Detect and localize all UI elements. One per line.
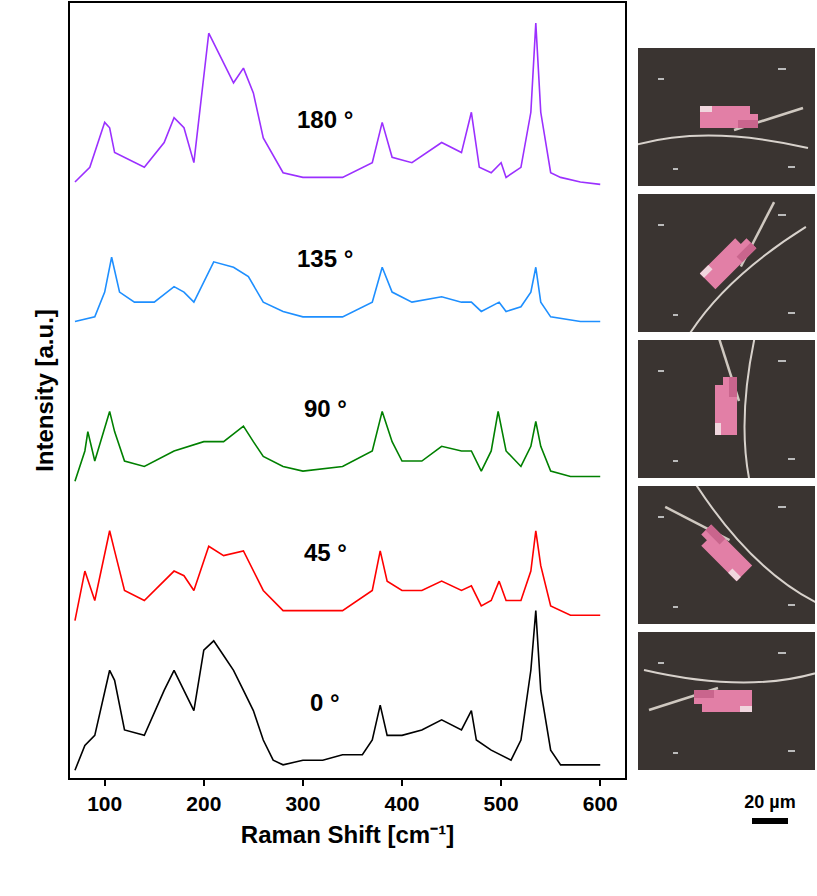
svg-text:300: 300 xyxy=(285,792,320,815)
svg-text:Raman Shift [cm⁻¹]: Raman Shift [cm⁻¹] xyxy=(241,821,454,848)
svg-text:400: 400 xyxy=(384,792,419,815)
html-text:20 µm: 20 µm xyxy=(744,792,796,812)
svg-text:135 °: 135 ° xyxy=(297,245,353,272)
svg-text:600: 600 xyxy=(583,792,618,815)
svg-text:0 °: 0 ° xyxy=(310,689,340,716)
svg-text:200: 200 xyxy=(186,792,221,815)
svg-text:90 °: 90 ° xyxy=(304,395,347,422)
svg-text:500: 500 xyxy=(484,792,519,815)
svg-text:Intensity [a.u.]: Intensity [a.u.] xyxy=(31,309,58,472)
svg-text:45 °: 45 ° xyxy=(304,539,347,566)
svg-text:100: 100 xyxy=(87,792,122,815)
svg-text:180 °: 180 ° xyxy=(297,106,353,133)
